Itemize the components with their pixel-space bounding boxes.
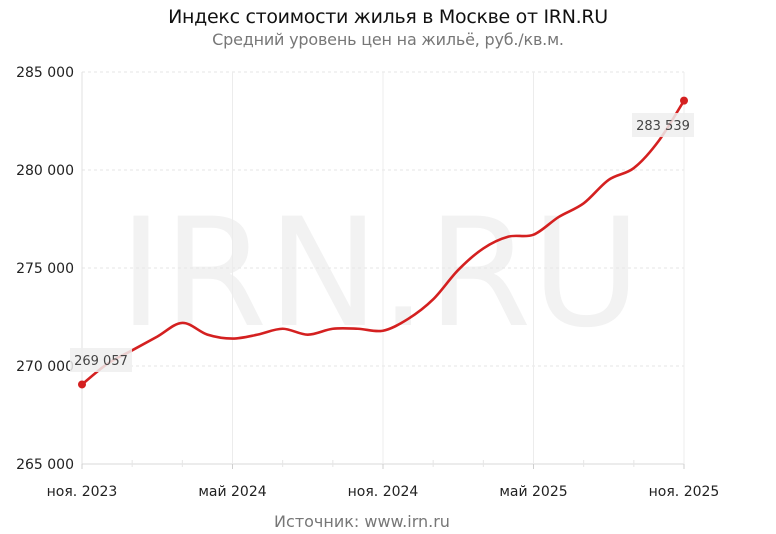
source-note: Источник: www.irn.ru (274, 512, 450, 531)
x-tick-label: ноя. 2023 (47, 484, 118, 500)
watermark: IRN.RU (119, 187, 641, 361)
y-axis: 265 000 270 000 275 000 280 000 285 000 (16, 65, 74, 473)
y-tick-label: 265 000 (16, 457, 74, 473)
y-tick-label: 280 000 (16, 163, 74, 179)
data-point (78, 380, 86, 389)
x-axis: ноя. 2023 май 2024 ноя. 2024 май 2025 ноя. 2… (47, 484, 720, 500)
grid (81, 71, 685, 469)
y-tick-label: 270 000 (16, 359, 74, 375)
value-label: 269 057 (74, 354, 128, 369)
value-label: 283 539 (636, 119, 690, 134)
x-tick-label: май 2025 (499, 484, 567, 500)
end-points (78, 96, 688, 389)
x-tick-label: май 2024 (198, 484, 266, 500)
chart-subtitle: Средний уровень цен на жильё, руб./кв.м. (212, 30, 564, 49)
x-tick-label: ноя. 2024 (348, 484, 419, 500)
data-point (680, 96, 688, 105)
chart-title: Индекс стоимости жилья в Москве от IRN.R… (168, 6, 608, 28)
y-tick-label: 275 000 (16, 261, 74, 277)
value-labels: 269 057 283 539 (70, 113, 694, 372)
price-line (80, 99, 686, 386)
x-tick-label: ноя. 2025 (649, 484, 720, 500)
y-tick-label: 285 000 (16, 65, 74, 81)
